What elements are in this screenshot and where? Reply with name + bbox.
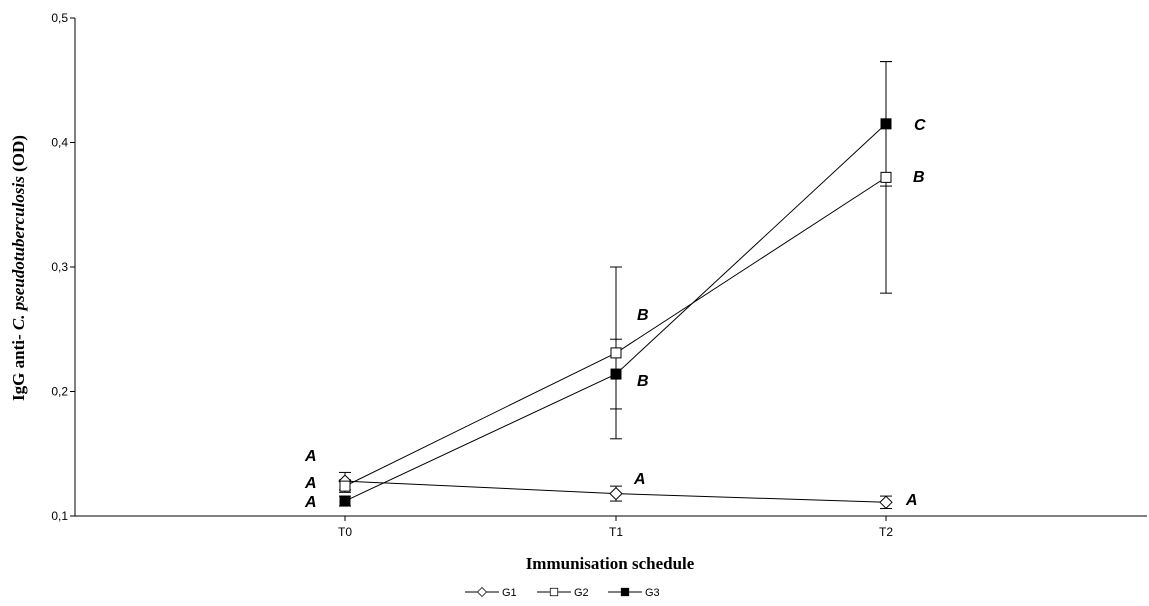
x-axis-title: Immunisation schedule [526, 554, 695, 573]
x-tick-label: T2 [879, 525, 893, 539]
legend-label-g1: G1 [502, 587, 517, 599]
significance-letter-g2: B [913, 169, 925, 186]
legend-marker-g3 [620, 587, 630, 597]
x-tick-label: T0 [338, 525, 352, 539]
significance-letter-g2: B [637, 307, 649, 324]
legend-label-g2: G2 [574, 587, 589, 599]
significance-letter-g1: A [633, 471, 646, 488]
data-point-g2 [610, 347, 622, 359]
data-point-g3 [339, 495, 351, 507]
y-tick-label: 0,1 [51, 509, 68, 523]
y-tick-label: 0,2 [51, 385, 68, 399]
y-tick-label: 0,3 [51, 260, 68, 274]
data-point-g1 [609, 486, 623, 501]
data-point-g2 [880, 171, 892, 183]
significance-letter-g3: C [914, 117, 926, 134]
data-point-g1 [879, 495, 893, 510]
error-bars [339, 61, 892, 510]
y-tick-label: 0,5 [51, 11, 68, 25]
axes: 0,1 0,2 0,3 0,4 0,5 T0 T1 T2 [51, 11, 1147, 539]
legend-marker-g1 [476, 586, 488, 598]
data-points [338, 118, 893, 510]
y-axis-title-suffix: (OD) [9, 135, 28, 176]
data-point-g2 [339, 480, 351, 492]
significance-letter-g1: A [905, 492, 918, 509]
significance-letter-g2: A [304, 448, 317, 465]
y-axis-title-prefix: IgG anti- [9, 330, 28, 401]
significance-letter-g3: A [304, 494, 317, 511]
data-point-g3 [610, 368, 622, 380]
significance-letter-g1: A [304, 475, 317, 492]
x-tick-label: T1 [609, 525, 623, 539]
data-point-g3 [880, 118, 892, 130]
y-axis-title: IgG anti- C. pseudotuberculosis (OD) [9, 135, 28, 401]
significance-letter-g3: B [637, 373, 649, 390]
legend-marker-g2 [549, 587, 559, 597]
y-axis-title-italic: C. pseudotuberculosis [9, 176, 28, 330]
legend-label-g3: G3 [645, 587, 660, 599]
y-tick-label: 0,4 [51, 136, 68, 150]
legend: G1 G2 G3 [465, 586, 660, 599]
